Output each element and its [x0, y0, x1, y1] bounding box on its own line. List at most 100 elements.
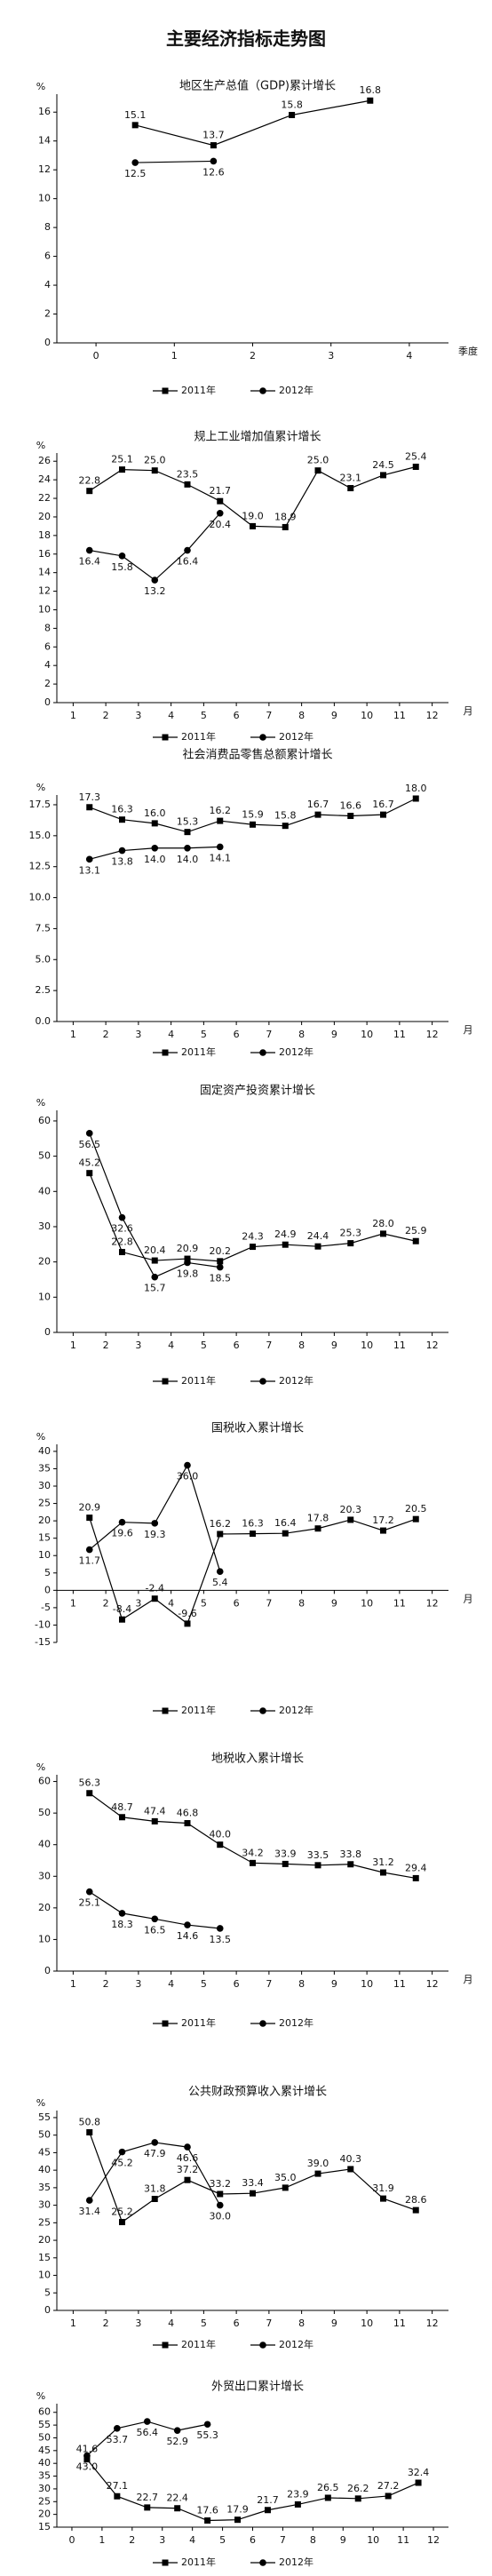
legend-label: 2011年: [181, 1374, 216, 1387]
data-label: 16.7: [307, 799, 329, 810]
y-unit: %: [36, 81, 45, 92]
data-label: 30.0: [210, 2211, 232, 2222]
y-tick-label: 10: [38, 193, 51, 204]
data-label: 31.4: [79, 2206, 101, 2217]
data-label: 20.9: [177, 1243, 199, 1254]
marker: [289, 111, 296, 118]
data-label: 16.2: [210, 805, 232, 816]
marker: [347, 485, 354, 492]
data-label: 23.5: [177, 468, 199, 480]
data-label: 14.0: [144, 854, 166, 865]
data-label: 31.2: [372, 1856, 394, 1868]
y-tick-label: 6: [44, 250, 51, 262]
series-line: [89, 513, 221, 581]
x-tick-label: 2: [103, 1340, 109, 1351]
x-tick-label: 10: [361, 1340, 373, 1351]
marker: [259, 734, 266, 741]
data-label: 25.4: [405, 450, 427, 462]
marker: [86, 804, 93, 811]
x-tick-label: 12: [426, 710, 439, 721]
data-label: 15.8: [274, 810, 297, 822]
x-tick-label: 6: [234, 1597, 240, 1609]
data-label: 15.1: [124, 109, 147, 121]
legend-label: 2011年: [181, 2016, 216, 2029]
legend-label: 2011年: [181, 384, 216, 396]
data-label: 47.9: [144, 2148, 166, 2159]
data-label: 16.6: [340, 800, 362, 812]
marker: [314, 1243, 321, 1250]
x-tick-label: 10: [361, 1978, 373, 1990]
x-tick-label: 3: [135, 1978, 141, 1990]
x-tick-label: 10: [361, 1029, 373, 1040]
y-tick-label: 10: [38, 1291, 51, 1302]
x-tick-label: 9: [340, 2534, 346, 2546]
data-label: 34.2: [242, 1847, 264, 1858]
data-label: 50.8: [79, 2117, 101, 2128]
marker: [216, 509, 224, 517]
marker: [184, 546, 191, 554]
data-label: 33.8: [340, 1849, 362, 1860]
y-tick-label: 50: [38, 1807, 51, 1818]
marker: [119, 1249, 125, 1256]
y-tick-label: 40: [38, 2164, 51, 2175]
marker: [119, 1814, 125, 1821]
data-label: 33.5: [307, 1849, 329, 1861]
marker: [131, 122, 139, 129]
x-tick-label: 12: [427, 2534, 440, 2546]
y-tick-label: 10: [38, 1549, 51, 1561]
x-tick-label: 1: [70, 2318, 76, 2329]
x-tick-label: 7: [266, 1978, 272, 1990]
marker: [380, 1230, 386, 1237]
legend-label: 2012年: [279, 1704, 313, 1716]
data-label: 22.8: [79, 475, 101, 487]
x-tick-label: 4: [168, 1978, 174, 1990]
x-tick-label: 4: [406, 350, 412, 362]
x-tick-label: 7: [280, 2534, 286, 2546]
marker: [119, 816, 125, 823]
x-tick-label: 7: [266, 1340, 272, 1351]
legend-label: 2011年: [181, 1046, 216, 1058]
x-tick-label: 9: [331, 1340, 337, 1351]
y-tick-label: 5: [44, 2286, 51, 2298]
data-label: 46.8: [177, 1808, 199, 1819]
marker: [86, 2129, 93, 2136]
marker: [143, 2418, 151, 2425]
data-label: 53.7: [107, 2434, 129, 2445]
y-tick-label: 20: [38, 1256, 51, 1268]
data-label: 27.1: [107, 2480, 129, 2492]
marker: [259, 2559, 266, 2566]
marker: [184, 481, 191, 488]
marker: [173, 2427, 181, 2434]
marker: [184, 1620, 191, 1627]
data-label: 25.1: [111, 454, 133, 465]
data-label: 17.3: [79, 791, 101, 803]
marker: [118, 2148, 126, 2156]
y-unit: %: [36, 782, 45, 793]
data-label: 31.9: [372, 2182, 394, 2194]
data-label: 16.3: [111, 804, 133, 815]
data-label: 46.6: [177, 2152, 199, 2164]
data-label: 56.5: [79, 1139, 101, 1150]
data-label: 18.5: [210, 1273, 232, 1284]
y-tick-label: 2.5: [36, 984, 52, 996]
marker: [216, 2201, 224, 2209]
y-tick-label: 50: [38, 2129, 51, 2141]
data-label: 11.7: [79, 1555, 101, 1567]
data-label: 43.0: [76, 2461, 99, 2473]
data-label: 13.7: [202, 130, 225, 141]
marker: [184, 1255, 191, 1262]
data-label: 28.0: [372, 1218, 394, 1229]
y-tick-label: 60: [38, 1115, 51, 1126]
marker: [85, 2197, 93, 2204]
x-tick-label: 5: [201, 1340, 207, 1351]
marker: [282, 1241, 289, 1248]
y-tick-label: 15: [38, 1532, 51, 1544]
marker: [250, 1530, 256, 1538]
marker: [259, 1378, 266, 1385]
data-label: 56.3: [79, 1777, 101, 1789]
y-tick-label: 0: [44, 1965, 51, 1976]
marker: [217, 497, 224, 505]
x-tick-label: 1: [70, 1597, 76, 1609]
y-tick-label: 10: [38, 2270, 51, 2281]
